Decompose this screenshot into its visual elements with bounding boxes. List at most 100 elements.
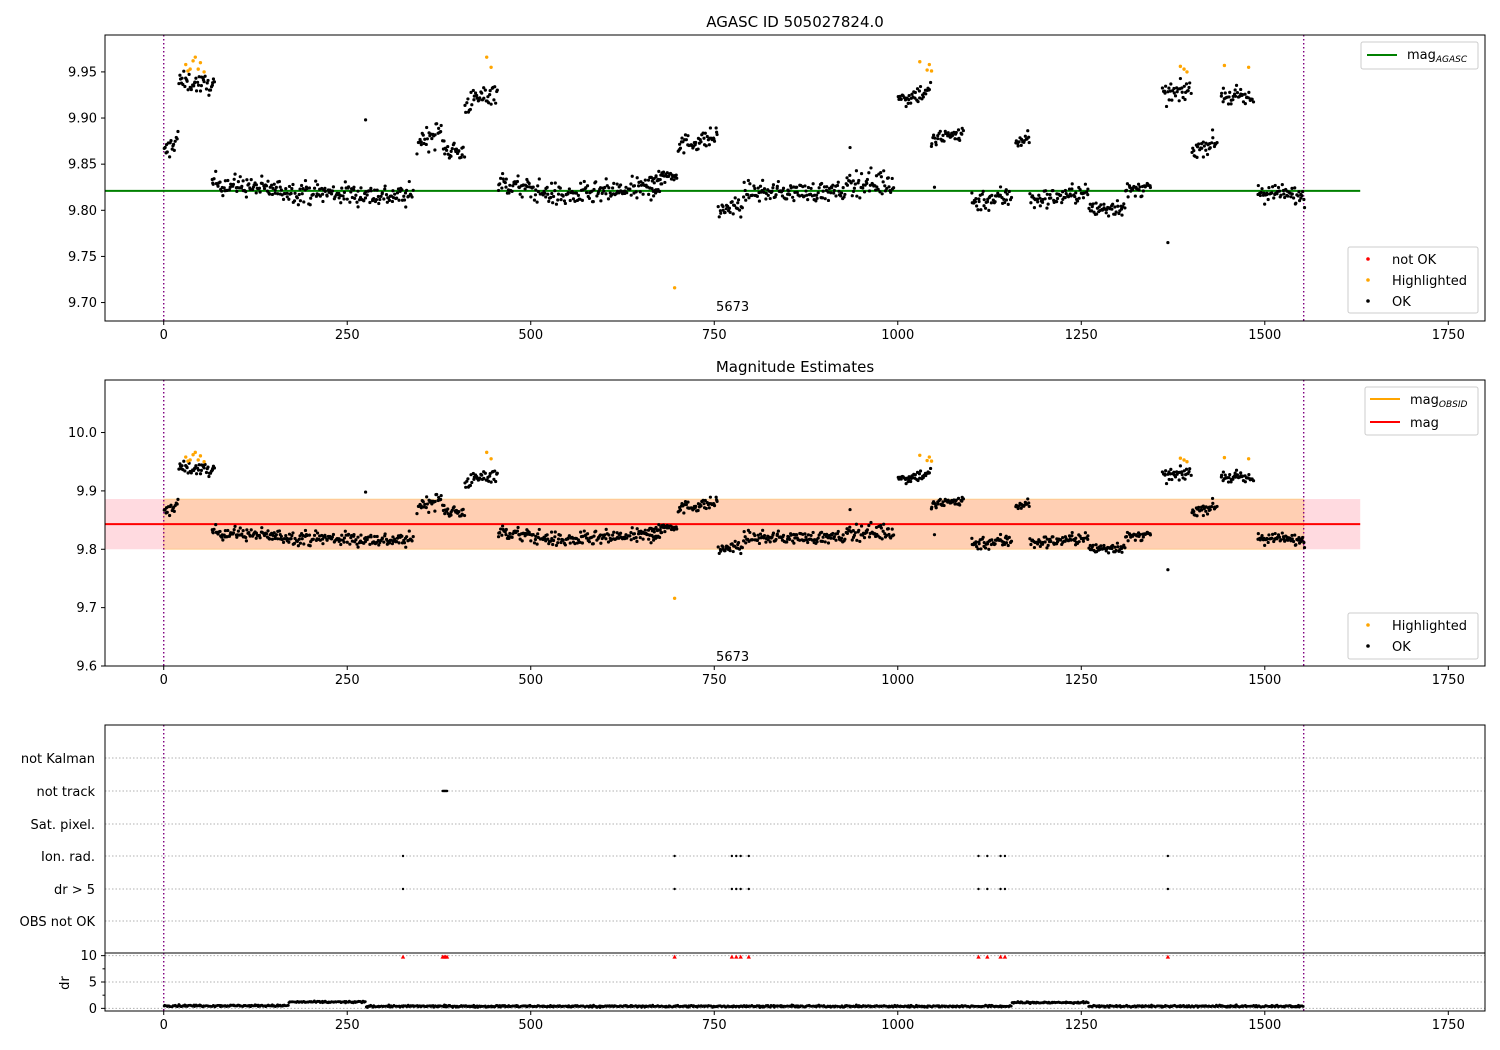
ok-point (368, 200, 372, 205)
legend-marker-ok-2 (1366, 644, 1370, 648)
ok-point (534, 188, 538, 192)
highlighted-point (918, 453, 922, 457)
ok-point (553, 530, 557, 534)
highlighted-point (1185, 70, 1189, 74)
ok-point (1164, 469, 1168, 473)
ok-point (495, 88, 499, 92)
ok-point (1038, 544, 1042, 549)
ok-point (1027, 135, 1031, 139)
ok-point (739, 215, 743, 219)
ok-point (1178, 76, 1183, 81)
ok-point (703, 498, 707, 503)
highlighted-point (1222, 455, 1227, 460)
ok-point (658, 528, 662, 532)
ok-point (546, 192, 550, 196)
ok-point (826, 190, 830, 194)
ok-point (238, 175, 242, 179)
ok-point (260, 181, 264, 186)
y-tick-label: 9.8 (76, 543, 97, 558)
y-tick-label: 9.70 (68, 296, 97, 311)
ok-point (982, 198, 986, 202)
ok-point (899, 97, 903, 101)
ok-point (501, 171, 505, 176)
ok-point (405, 188, 409, 192)
ok-point (1290, 533, 1294, 538)
ok-point (848, 525, 852, 529)
ok-point (471, 88, 475, 93)
ok-point (1087, 206, 1091, 211)
ok-point (168, 155, 172, 159)
ok-point (728, 549, 732, 553)
ok-point (425, 137, 429, 141)
ok-point (311, 537, 315, 541)
ok-point (435, 122, 439, 126)
ok-point (365, 193, 369, 197)
ok-point (439, 129, 443, 134)
ok-point (946, 131, 950, 135)
ok-point (719, 549, 723, 553)
ok-point (1256, 183, 1260, 188)
dr-clipped-marker (1165, 954, 1171, 959)
ok-point (551, 542, 555, 547)
estimates-panel-title: Magnitude Estimates (716, 358, 874, 376)
ok-point (545, 533, 549, 537)
ok-point (809, 533, 813, 538)
flag-mark (673, 887, 676, 891)
ok-point (1270, 191, 1274, 195)
highlighted-point (672, 596, 677, 600)
ok-point (1060, 201, 1064, 205)
ok-point (791, 195, 795, 199)
ok-point (547, 199, 551, 203)
ok-point (1200, 146, 1204, 150)
ok-point (811, 530, 815, 535)
ok-point (845, 531, 850, 536)
ok-point (359, 533, 363, 537)
ok-point (1219, 94, 1223, 98)
ok-point (267, 192, 272, 196)
ok-point (612, 181, 616, 185)
ok-point (832, 188, 836, 193)
ok-point (1210, 141, 1214, 145)
ok-point (669, 177, 674, 181)
ok-point (1070, 530, 1074, 535)
ok-point (378, 197, 382, 202)
ok-point (761, 528, 765, 532)
ok-point (248, 187, 252, 192)
ok-point (287, 532, 292, 536)
ok-point (1187, 85, 1191, 90)
ok-point (483, 88, 487, 92)
ok-point (909, 101, 913, 105)
x-tick-label: 1000 (881, 328, 914, 343)
flag-mark (977, 887, 980, 891)
ok-point (876, 187, 880, 192)
ok-point (571, 191, 575, 195)
ok-point (774, 193, 778, 197)
ok-point (244, 190, 248, 194)
ok-point (543, 191, 547, 195)
ok-point (816, 536, 820, 540)
ok-point (466, 477, 470, 481)
ok-point (249, 178, 253, 182)
ok-point (281, 197, 286, 201)
ok-point (266, 179, 270, 183)
ok-point (579, 530, 583, 534)
ok-point (296, 203, 300, 207)
flag-mark (977, 854, 980, 858)
ok-point (546, 537, 550, 541)
highlighted-point (1222, 63, 1227, 68)
ok-point (193, 466, 197, 470)
ok-point (402, 194, 406, 198)
ok-point (425, 495, 429, 499)
ok-point (203, 462, 207, 467)
ok-point (220, 189, 224, 193)
ok-point (551, 201, 555, 205)
ok-point (295, 196, 299, 200)
x-tick-label: 500 (518, 1018, 543, 1033)
ok-point (768, 196, 772, 201)
ok-point (1138, 185, 1142, 189)
ok-point (1256, 532, 1260, 536)
ok-point (1077, 196, 1081, 200)
ok-point (890, 176, 894, 181)
ok-point (556, 537, 561, 541)
ok-point (325, 194, 329, 198)
